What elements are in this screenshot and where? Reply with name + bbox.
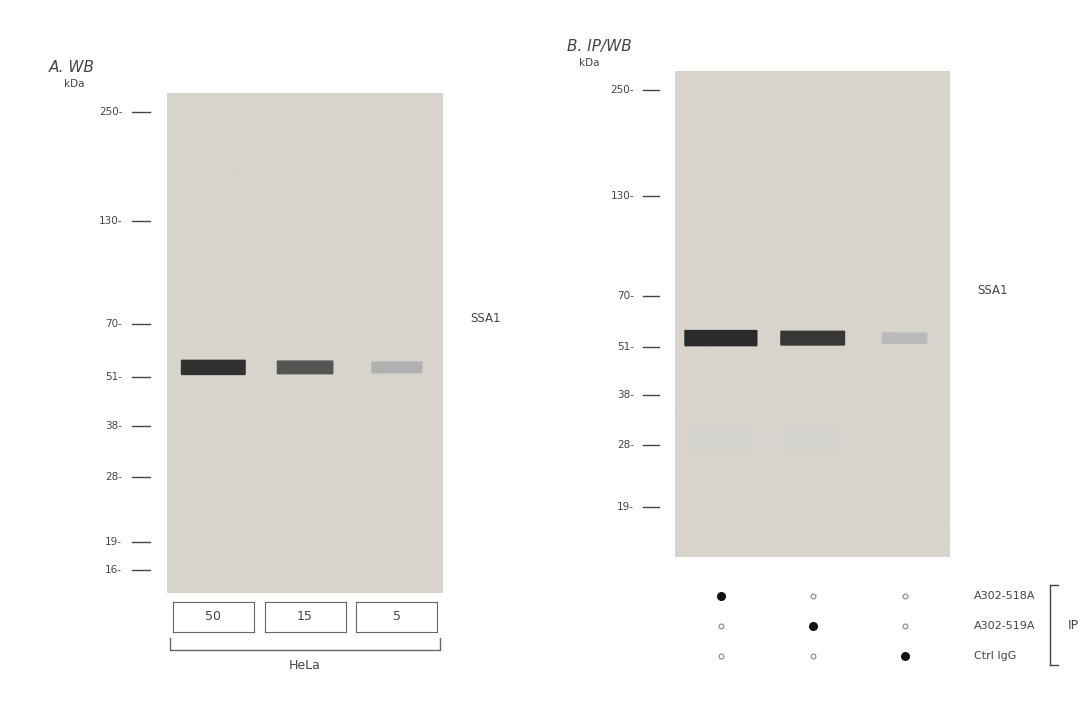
Text: 15: 15 xyxy=(297,610,313,623)
FancyBboxPatch shape xyxy=(689,428,753,450)
Text: 28-: 28- xyxy=(105,472,122,482)
Text: Ctrl IgG: Ctrl IgG xyxy=(974,651,1016,661)
Text: 51-: 51- xyxy=(617,343,634,353)
FancyBboxPatch shape xyxy=(276,361,334,374)
Text: kDa: kDa xyxy=(579,58,599,68)
FancyBboxPatch shape xyxy=(780,331,846,346)
Text: 38-: 38- xyxy=(617,390,634,400)
Text: A302-518A: A302-518A xyxy=(974,591,1036,601)
Text: SSA1: SSA1 xyxy=(977,283,1008,297)
FancyBboxPatch shape xyxy=(784,428,841,450)
Text: 19-: 19- xyxy=(105,537,122,547)
FancyBboxPatch shape xyxy=(685,330,757,346)
Text: IP: IP xyxy=(1068,618,1079,632)
Text: 250-: 250- xyxy=(98,106,122,116)
FancyBboxPatch shape xyxy=(881,332,928,344)
Text: 28-: 28- xyxy=(617,440,634,450)
Text: 70-: 70- xyxy=(617,291,634,301)
Text: 250-: 250- xyxy=(610,85,634,95)
Text: 130-: 130- xyxy=(610,191,634,201)
Text: 5: 5 xyxy=(393,610,401,623)
Text: A. WB: A. WB xyxy=(49,60,95,75)
Text: B. IP/WB: B. IP/WB xyxy=(567,39,632,54)
Text: 16-: 16- xyxy=(105,565,122,575)
Text: kDa: kDa xyxy=(64,79,84,89)
FancyBboxPatch shape xyxy=(180,360,246,375)
Text: 51-: 51- xyxy=(105,372,122,382)
FancyBboxPatch shape xyxy=(372,361,422,373)
Text: A302-519A: A302-519A xyxy=(974,621,1036,631)
Text: HeLa: HeLa xyxy=(289,659,321,672)
Text: 38-: 38- xyxy=(105,421,122,431)
Text: 50: 50 xyxy=(205,610,221,623)
Text: 19-: 19- xyxy=(617,503,634,513)
Text: SSA1: SSA1 xyxy=(470,311,500,325)
Text: 130-: 130- xyxy=(98,216,122,226)
Text: 70-: 70- xyxy=(106,319,122,329)
